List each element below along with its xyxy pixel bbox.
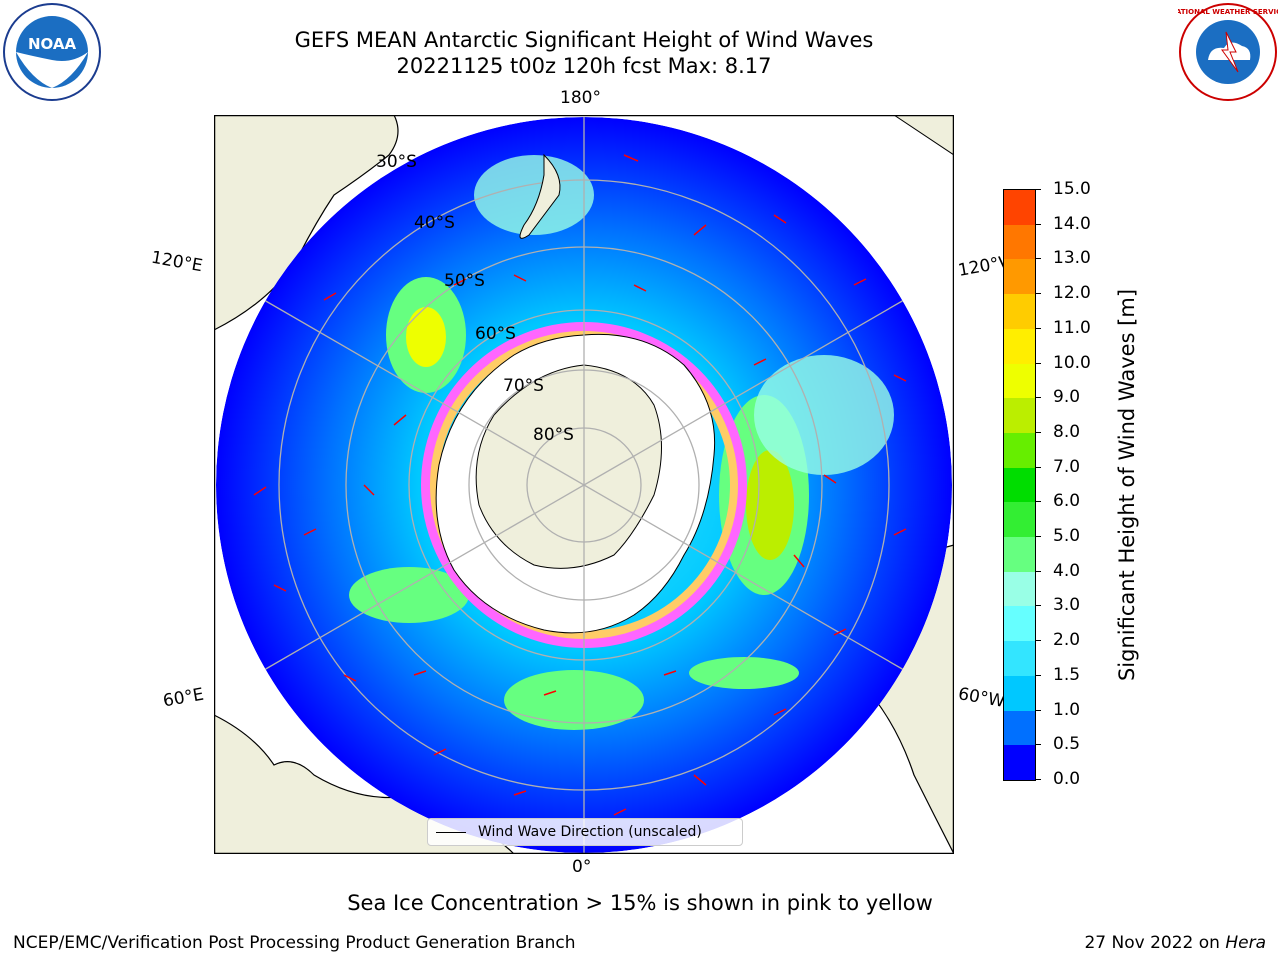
wave-area-pacific — [754, 355, 894, 475]
colorbar-segment — [1004, 398, 1035, 433]
colorbar-segment — [1004, 432, 1035, 468]
lat-label-40s: 40°S — [414, 213, 455, 233]
footer-credit: NCEP/EMC/Verification Post Processing Pr… — [13, 933, 576, 953]
lon-label-0: 0° — [572, 857, 592, 877]
colorbar-tick-label: 7.0 — [1053, 456, 1081, 477]
colorbar-tick-mark — [1035, 640, 1041, 642]
colorbar-tick-label: 10.0 — [1053, 352, 1091, 373]
colorbar-tick-label: 5.0 — [1053, 526, 1081, 547]
colorbar-tick-mark — [1035, 397, 1041, 399]
sea-ice-note: Sea Ice Concentration > 15% is shown in … — [347, 891, 933, 915]
footer-date: 27 Nov 2022 on Hera — [1084, 933, 1266, 953]
colorbar — [1003, 189, 1036, 781]
colorbar-segment — [1004, 294, 1035, 329]
colorbar-segment — [1004, 571, 1035, 607]
colorbar-tick-label: 6.0 — [1053, 491, 1081, 512]
colorbar-segment — [1004, 224, 1035, 260]
colorbar-tick-label: 0.5 — [1053, 734, 1081, 755]
legend-line-swatch — [436, 832, 466, 833]
lat-label-30s: 30°S — [376, 152, 417, 172]
colorbar-tick-mark — [1035, 709, 1041, 711]
graticule — [216, 117, 952, 853]
lon-label-60e: 60°E — [161, 684, 206, 712]
lon-label-120e: 120°E — [149, 247, 205, 277]
lat-label-70s: 70°S — [503, 376, 544, 396]
footer-host: Hera — [1225, 933, 1266, 953]
colorbar-tick-label: 4.0 — [1053, 560, 1081, 581]
colorbar-tick-label: 12.0 — [1053, 283, 1091, 304]
lat-label-50s: 50°S — [444, 271, 485, 291]
colorbar-segment — [1004, 259, 1035, 295]
colorbar-segment — [1004, 537, 1035, 572]
noaa-logo: NOAA — [3, 3, 101, 101]
colorbar-tick-label: 2.0 — [1053, 630, 1081, 651]
map-legend: Wind Wave Direction (unscaled) — [427, 818, 743, 846]
colorbar-segment — [1004, 641, 1035, 676]
wave-peak-tasman — [406, 307, 446, 367]
polar-map[interactable] — [213, 114, 955, 855]
colorbar-label: Significant Height of Wind Waves [m] — [1115, 288, 1139, 682]
colorbar-tick-mark — [1035, 536, 1041, 538]
colorbar-tick-mark — [1035, 501, 1041, 503]
nws-logo-text: NATIONAL WEATHER SERVICE — [1178, 8, 1278, 16]
colorbar-tick-mark — [1035, 258, 1041, 260]
colorbar-segment — [1004, 502, 1035, 538]
wave-band-west — [349, 567, 469, 623]
colorbar-tick-mark — [1035, 570, 1041, 572]
colorbar-tick-label: 1.0 — [1053, 699, 1081, 720]
colorbar-tick-mark — [1035, 674, 1041, 676]
colorbar-segment — [1004, 467, 1035, 503]
colorbar-tick-label: 3.0 — [1053, 595, 1081, 616]
colorbar-tick-mark — [1035, 431, 1041, 433]
colorbar-tick-label: 1.5 — [1053, 664, 1081, 685]
wave-band-south — [504, 670, 644, 730]
colorbar-segment — [1004, 745, 1035, 780]
colorbar-tick-label: 9.0 — [1053, 387, 1081, 408]
colorbar-tick-mark — [1035, 605, 1041, 607]
noaa-logo-text: NOAA — [28, 35, 77, 53]
nws-logo: NATIONAL WEATHER SERVICE — [1178, 3, 1278, 101]
map-frame — [213, 114, 955, 855]
colorbar-segment — [1004, 328, 1035, 364]
footer-date-text: 27 Nov 2022 on — [1084, 933, 1226, 953]
colorbar-tick-label: 11.0 — [1053, 317, 1091, 338]
colorbar-segment — [1004, 675, 1035, 711]
lat-label-80s: 80°S — [533, 425, 574, 445]
colorbar-tick-mark — [1035, 189, 1041, 190]
lon-label-180: 180° — [560, 88, 601, 108]
colorbar-segment — [1004, 190, 1035, 225]
colorbar-tick-label: 8.0 — [1053, 421, 1081, 442]
colorbar-tick-mark — [1035, 223, 1041, 225]
colorbar-tick-mark — [1035, 744, 1041, 746]
wave-area-north — [474, 155, 594, 235]
wave-peak-drake — [746, 450, 794, 560]
lon-label-60w: 60°W — [956, 684, 1007, 712]
colorbar-segment — [1004, 363, 1035, 399]
colorbar-tick-label: 0.0 — [1053, 769, 1081, 789]
antarctica-landmass — [475, 364, 662, 569]
wave-band-east — [689, 657, 799, 689]
chart-subtitle-forecast: 20221125 t00z 120h fcst Max: 8.17 — [396, 54, 772, 78]
colorbar-tick-mark — [1035, 327, 1041, 329]
map-canvas — [213, 114, 955, 855]
colorbar-tick-label: 14.0 — [1053, 213, 1091, 234]
colorbar-segment — [1004, 606, 1035, 642]
colorbar-tick-mark — [1035, 466, 1041, 468]
colorbar-tick-mark — [1035, 779, 1041, 780]
lat-label-60s: 60°S — [475, 324, 516, 344]
colorbar-tick-mark — [1035, 362, 1041, 364]
colorbar-tick-mark — [1035, 293, 1041, 295]
legend-label: Wind Wave Direction (unscaled) — [478, 824, 702, 840]
wind-wave-arrows — [253, 154, 907, 816]
australia-landmass — [213, 114, 399, 331]
new-zealand — [519, 153, 561, 239]
colorbar-tick-label: 13.0 — [1053, 248, 1091, 269]
colorbar-segment — [1004, 710, 1035, 746]
chart-title: GEFS MEAN Antarctic Significant Height o… — [294, 28, 874, 52]
colorbar-tick-label: 15.0 — [1053, 179, 1091, 199]
